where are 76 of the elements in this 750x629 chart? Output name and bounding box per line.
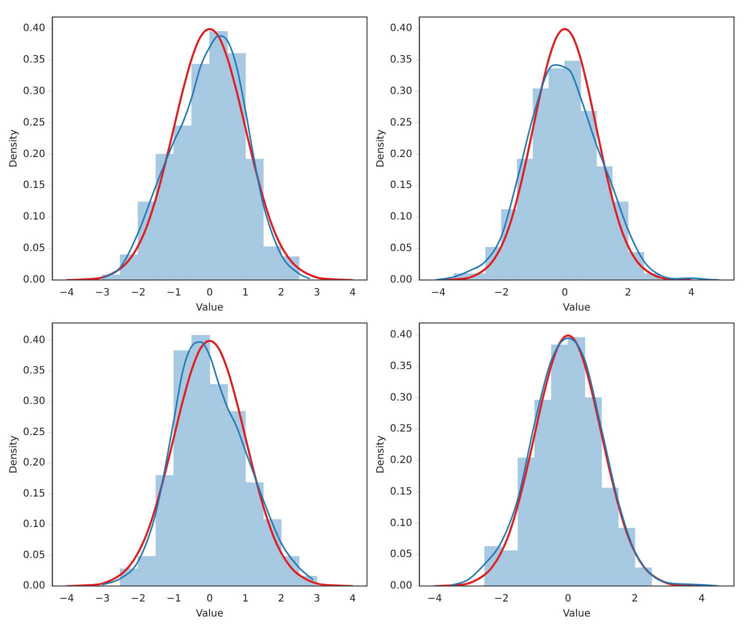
- x-axis-title: Value: [196, 608, 224, 620]
- y-tick-label: 0.00: [390, 580, 412, 592]
- y-tick-label: 0.30: [23, 396, 46, 408]
- y-tick-label: 0.40: [390, 330, 412, 341]
- x-tick-label: 1: [242, 594, 249, 605]
- y-tick-label: 0.25: [390, 117, 412, 128]
- x-tick-label: −4: [59, 594, 74, 605]
- x-tick-label: −2: [494, 594, 509, 605]
- y-axis-title: Density: [376, 435, 387, 474]
- x-tick-label: 2: [278, 594, 284, 605]
- line-series: [66, 28, 354, 280]
- x-tick-label: 4: [698, 594, 705, 605]
- x-tick-label: −3: [94, 594, 110, 605]
- y-tick-label: 0.10: [23, 519, 46, 530]
- x-tick-label: 1: [242, 288, 249, 299]
- y-tick-label: 0.30: [390, 392, 412, 404]
- x-tick-label: −4: [59, 288, 74, 299]
- y-tick-label: 0.05: [23, 243, 46, 254]
- line-series: [102, 35, 311, 280]
- x-tick-label: −4: [430, 288, 446, 299]
- y-tick-label: 0.25: [390, 424, 412, 435]
- y-tick-label: 0.10: [390, 212, 412, 223]
- y-tick-label: 0.15: [23, 488, 46, 500]
- line-series: [434, 64, 721, 280]
- x-tick-label: 0: [206, 288, 213, 299]
- x-tick-label: 4: [350, 288, 356, 299]
- x-tick-label: −1: [166, 288, 182, 299]
- line-series: [66, 340, 354, 586]
- y-tick-label: 0.35: [23, 366, 46, 377]
- y-tick-label: 0.20: [23, 148, 46, 160]
- y-tick-label: 0.05: [23, 550, 46, 561]
- y-tick-label: 0.10: [23, 212, 46, 223]
- x-tick-label: 0: [562, 288, 568, 299]
- x-tick-label: −3: [94, 288, 110, 299]
- x-tick-label: 3: [314, 594, 320, 605]
- y-tick-label: 0.30: [23, 86, 46, 97]
- y-tick-label: 0.35: [390, 54, 412, 66]
- y-tick-label: 0.05: [390, 243, 412, 254]
- x-axis-title: Value: [196, 302, 224, 314]
- y-tick-label: 0.00: [390, 274, 412, 286]
- y-tick-label: 0.05: [390, 549, 412, 560]
- y-tick-label: 0.40: [23, 22, 46, 34]
- y-tick-label: 0.00: [23, 580, 46, 592]
- y-tick-label: 0.15: [390, 180, 412, 192]
- y-tick-label: 0.40: [390, 22, 412, 34]
- x-tick-label: 0: [564, 594, 572, 605]
- y-axis-title: Density: [8, 435, 20, 474]
- y-tick-label: 0.40: [23, 334, 46, 346]
- y-tick-label: 0.00: [23, 274, 46, 286]
- y-tick-label: 0.30: [390, 86, 412, 97]
- x-tick-label: 2: [278, 288, 284, 299]
- x-tick-label: −2: [130, 288, 146, 299]
- y-tick-label: 0.10: [390, 518, 412, 529]
- x-tick-label: −2: [494, 288, 509, 299]
- y-tick-label: 0.15: [390, 486, 412, 498]
- x-tick-label: −4: [427, 594, 442, 605]
- y-tick-label: 0.20: [390, 455, 412, 466]
- y-tick-label: 0.35: [390, 360, 412, 372]
- x-tick-label: 3: [314, 288, 320, 299]
- x-tick-label: 2: [632, 594, 638, 605]
- x-tick-label: −2: [130, 594, 146, 605]
- y-tick-label: 0.35: [23, 54, 46, 66]
- y-tick-label: 0.20: [23, 458, 46, 469]
- y-axis-title: Density: [376, 129, 387, 168]
- y-tick-label: 0.25: [23, 426, 46, 438]
- y-axis-title: Density: [8, 129, 20, 168]
- y-tick-label: 0.15: [23, 180, 46, 192]
- x-axis-title: Value: [562, 608, 590, 620]
- x-tick-label: 4: [688, 288, 694, 299]
- y-tick-label: 0.25: [23, 117, 46, 128]
- x-tick-label: 2: [624, 288, 632, 299]
- x-axis-title: Value: [562, 302, 590, 314]
- y-tick-label: 0.20: [390, 148, 412, 160]
- x-tick-label: 4: [350, 594, 356, 605]
- x-tick-label: −1: [166, 594, 182, 605]
- x-tick-label: 0: [206, 594, 213, 605]
